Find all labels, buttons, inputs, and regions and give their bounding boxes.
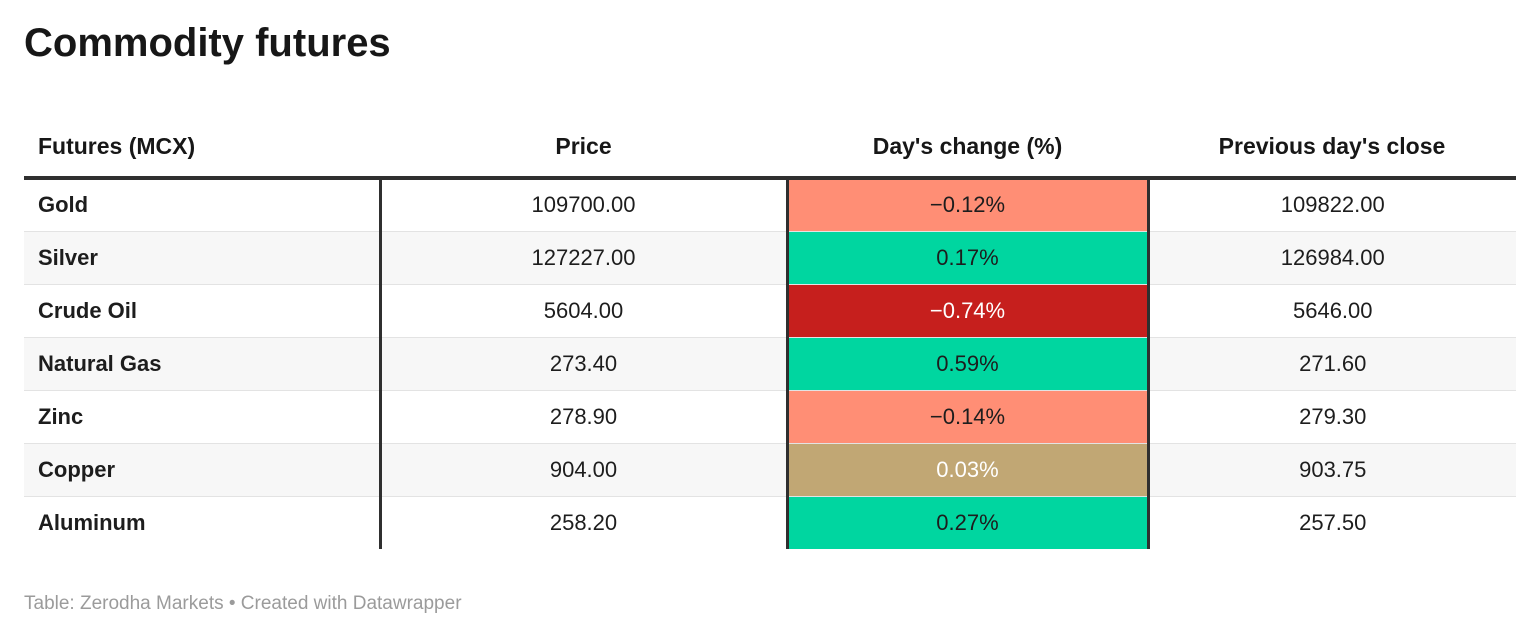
cell-days-change: −0.74%: [785, 283, 1150, 337]
cell-days-change: −0.12%: [785, 178, 1150, 231]
cell-previous-close: 257.50: [1148, 495, 1516, 549]
cell-previous-close: 279.30: [1148, 389, 1516, 443]
cell-days-change: 0.27%: [785, 495, 1150, 549]
cell-days-change: 0.17%: [785, 230, 1150, 284]
cell-price: 904.00: [378, 442, 787, 496]
cell-previous-close: 126984.00: [1148, 230, 1516, 284]
commodity-futures-table: Futures (MCX) Price Day's change (%) Pre…: [24, 133, 1516, 549]
cell-previous-close: 109822.00: [1280, 192, 1385, 218]
cell-days-change: −0.14%: [785, 389, 1150, 443]
cell-futures-name: Natural Gas: [24, 336, 380, 390]
cell-price: 109700.00: [378, 178, 787, 231]
table-row: Zinc 278.90 −0.14% 279.30: [24, 389, 1516, 443]
table-row: Gold 109700.00 −0.12% 109822.00: [24, 178, 1516, 231]
cell-previous-close: 271.60: [1148, 336, 1516, 390]
table-row: Silver 127227.00 0.17% 126984.00: [24, 230, 1516, 284]
cell-previous-close: 903.75: [1148, 442, 1516, 496]
cell-days-change: 0.59%: [785, 336, 1150, 390]
cell-previous-close: 5646.00: [1148, 283, 1516, 337]
cell-futures-name: Aluminum: [24, 495, 380, 549]
cell-futures-name: Zinc: [24, 389, 380, 443]
column-header-futures: Futures (MCX): [24, 133, 380, 180]
cell-price: 127227.00: [378, 230, 787, 284]
table-header: Futures (MCX) Price Day's change (%) Pre…: [24, 133, 1516, 180]
column-header-days-change: Day's change (%): [787, 133, 1148, 180]
cell-futures-name: Copper: [24, 442, 380, 496]
table-row: Crude Oil 5604.00 −0.74% 5646.00: [24, 283, 1516, 337]
table-body: Gold 109700.00 −0.12% 109822.00 Silver 127227…: [24, 178, 1516, 549]
attribution-footer: Table: Zerodha Markets • Created with Da…: [24, 593, 462, 614]
page-title: Commodity futures: [24, 21, 391, 65]
table-row: Copper 904.00 0.03% 903.75: [24, 442, 1516, 496]
table-row: Natural Gas 273.40 0.59% 271.60: [24, 336, 1516, 390]
cell-price: 5604.00: [378, 283, 787, 337]
cell-days-change: 0.03%: [785, 442, 1150, 496]
cell-futures-name: Silver: [24, 230, 380, 284]
cell-price: 258.20: [378, 495, 787, 549]
table-row: Aluminum 258.20 0.27% 257.50: [24, 495, 1516, 549]
cell-price: 278.90: [378, 389, 787, 443]
column-header-previous-close: Previous day's close: [1148, 133, 1516, 180]
cell-futures-name: Gold: [38, 192, 89, 218]
cell-futures-name: Crude Oil: [24, 283, 380, 337]
cell-price: 273.40: [378, 336, 787, 390]
column-header-price: Price: [380, 133, 787, 180]
